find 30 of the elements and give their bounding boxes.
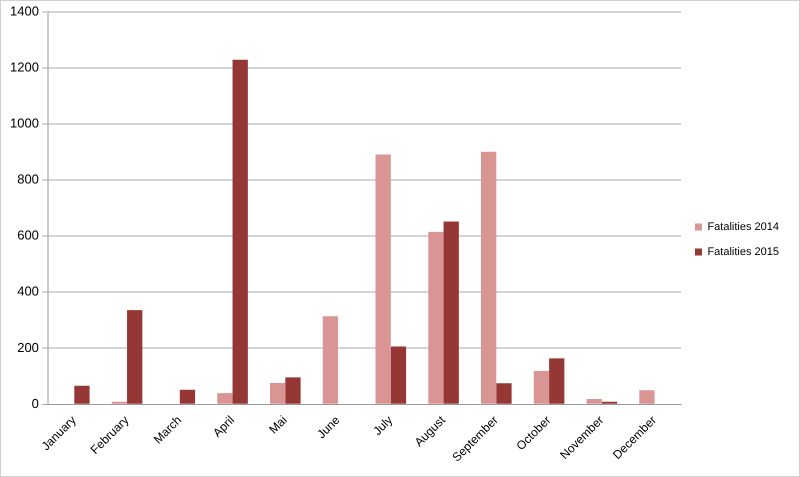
y-tick-label: 200 xyxy=(17,340,39,355)
x-tick-label: Mai xyxy=(266,412,290,437)
bar xyxy=(322,316,338,404)
bar xyxy=(390,346,406,404)
bar xyxy=(496,383,512,404)
bar xyxy=(534,370,550,404)
y-tick-label: 1400 xyxy=(10,3,39,18)
y-tick-label: 400 xyxy=(17,284,39,299)
bar xyxy=(376,154,391,404)
bar xyxy=(74,386,90,404)
y-tick-label: 600 xyxy=(17,228,39,243)
bar xyxy=(270,383,286,404)
bar xyxy=(217,393,233,404)
bar xyxy=(586,398,602,404)
legend-label: Fatalities 2014 xyxy=(707,221,780,234)
bar xyxy=(285,377,301,404)
y-tick-label: 800 xyxy=(17,172,39,187)
bar xyxy=(180,390,196,404)
bar xyxy=(428,232,444,404)
y-tick-label: 1000 xyxy=(10,116,39,131)
bar xyxy=(481,152,496,404)
bar xyxy=(444,222,459,404)
x-tick-label: July xyxy=(370,412,396,438)
bar xyxy=(639,390,655,404)
bar xyxy=(127,310,142,404)
y-tick-label: 1200 xyxy=(10,59,39,74)
y-tick-label: 0 xyxy=(32,396,39,411)
bar xyxy=(549,358,564,404)
bar xyxy=(232,60,248,404)
legend-label: Fatalities 2015 xyxy=(707,246,780,258)
